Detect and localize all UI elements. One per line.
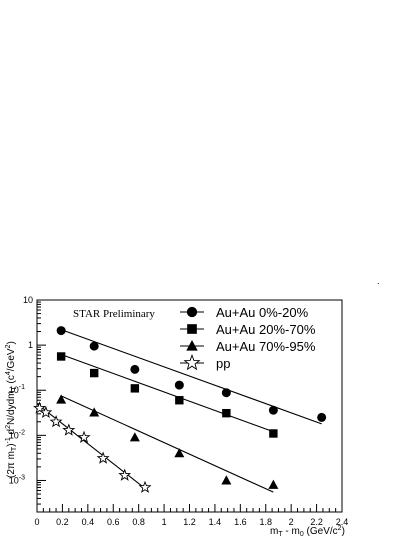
legend-label-3: pp [216,356,230,371]
data-point-s2 [174,448,185,458]
y-tick-label: 10 [23,295,33,305]
data-point-s3 [118,468,132,481]
x-axis: 0 0.2 0.4 0.6 0.8 1 1.2 1.4 1.6 1.8 2 2.2 2.4 [34,504,348,527]
data-point-s3 [62,423,76,436]
y-tick-label: 10-3 [9,474,25,485]
data-point-s0 [221,388,231,398]
data-point-s3 [77,430,91,443]
x-tick-label: 1 [162,517,167,527]
fit-line-3 [36,403,148,491]
x-tick-label: 1.2 [183,517,196,527]
data-point-s1 [130,384,140,393]
fit-line-1 [60,353,274,433]
x-tick-label: 0.4 [82,517,95,527]
legend-marker-2 [186,340,198,351]
data-point-s1 [89,368,99,378]
x-tick-label: 0 [34,517,39,527]
stray-dot: . [377,276,380,286]
legend-marker-1 [187,324,197,334]
data-point-s1 [56,352,66,361]
data-point-s1 [222,408,231,418]
data-point-s2 [89,407,100,417]
legend-marker-0 [186,306,198,318]
x-tick-label: 0.6 [107,517,120,527]
x-tick-label: 2.2 [310,517,323,527]
legend-label-0: Au+Au 0%-20% [216,305,309,320]
data-point-s0 [56,326,66,336]
legend-label-2: Au+Au 70%-95% [216,339,316,354]
data-point-s3 [39,405,53,419]
data-points [33,326,327,493]
fit-lines [36,329,322,493]
data-point-s0 [130,364,140,374]
x-tick-label: 2.4 [336,517,349,527]
data-point-s3 [49,415,63,428]
data-point-s1 [175,396,184,405]
data-point-s3 [96,451,110,464]
x-tick-label: 1.6 [234,517,247,527]
x-tick-label: 2 [289,517,294,527]
fit-line-0 [60,329,322,425]
data-point-s3 [138,480,152,493]
data-point-s2 [56,394,67,404]
y-axis: 10 1 10-1 10-2 10-3 [9,295,46,513]
y-tick-label: 10-1 [9,384,25,395]
data-point-s3 [33,401,47,414]
legend-label-1: Au+Au 20%-70% [216,322,316,337]
y-axis-label: (2π mT)-1 d2N/dydmT (c4/GeV2) [5,341,18,478]
x-tick-label: 1.8 [259,517,272,527]
data-point-s2 [268,479,279,489]
data-point-s0 [317,412,327,422]
data-point-s1 [269,429,278,438]
x-tick-label: 0.8 [132,517,145,527]
y-tick-label: 1 [28,340,33,350]
y-tick-label: 10-2 [9,429,25,440]
x-tick-label: 1.4 [209,517,222,527]
data-point-s2 [221,475,232,485]
annotation-star-preliminary: STAR Preliminary [73,308,155,320]
data-point-s0 [268,405,278,415]
x-tick-label: 0.2 [56,517,69,527]
data-point-s2 [129,432,140,442]
legend-marker-3 [183,354,201,371]
data-point-s0 [89,341,99,351]
x-axis-label: mT - m0 (GeV/c2) [270,525,345,537]
legend: Au+Au 0%-20% Au+Au 20%-70% Au+Au 70%-95% pp [180,305,316,371]
data-point-s0 [174,380,184,390]
